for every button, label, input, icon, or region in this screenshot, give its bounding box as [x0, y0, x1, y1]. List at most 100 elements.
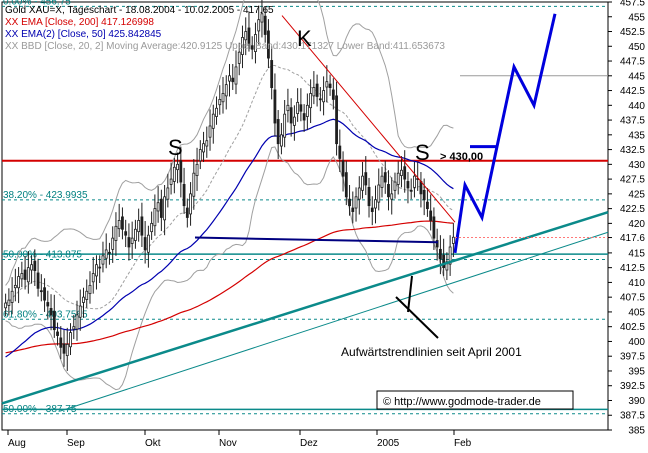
y-tick-label: 407.5: [620, 293, 645, 304]
candle-body: [331, 89, 335, 100]
candle-body: [82, 296, 85, 303]
x-tick-label: Okt: [145, 438, 161, 449]
candle-body: [218, 99, 222, 106]
candle-body: [88, 284, 92, 295]
downtrend-line: [281, 15, 456, 223]
x-tick-label: Sep: [67, 438, 85, 449]
candle-body: [257, 19, 261, 32]
candle-body: [117, 220, 121, 230]
candle-body: [121, 216, 124, 230]
candle-body: [179, 160, 183, 183]
candle-body: [338, 145, 342, 159]
candle-body: [10, 290, 14, 303]
ema200-legend: XX EMA [Close, 200] 417.126998: [5, 17, 154, 28]
candle-body: [39, 290, 43, 293]
candle-body: [85, 290, 89, 300]
candle-body: [176, 163, 179, 171]
candle-body: [43, 287, 46, 301]
y-tick-label: 420: [628, 219, 645, 230]
candle-body: [406, 181, 410, 189]
candle-body: [228, 75, 231, 82]
candle-body: [370, 207, 374, 212]
candle-body: [367, 186, 371, 207]
neckline: [194, 236, 439, 244]
y-axis: 385 387.5 390 392.5 395 397.5 400 402.5 405 407.5…: [608, 0, 645, 437]
candle-body: [215, 107, 218, 117]
ema200-line: [5, 220, 454, 354]
candle-body: [260, 13, 264, 23]
bollinger-upper: [5, 0, 454, 286]
candle-body: [348, 198, 351, 207]
candle-body: [263, 15, 267, 35]
candle-body: [283, 113, 287, 138]
candle-body: [189, 193, 192, 215]
candle-body: [56, 331, 59, 336]
candle-body: [163, 196, 167, 221]
fib-level-label: 0.00% - 456.75: [3, 0, 71, 7]
candle-body: [302, 113, 306, 121]
y-tick-label: 402.5: [620, 322, 645, 333]
candle-body: [13, 284, 17, 289]
candle-body: [267, 30, 270, 59]
y-tick-label: 415: [628, 248, 645, 259]
y-tick-label: 395: [628, 366, 645, 377]
y-tick-label: 435: [628, 130, 645, 141]
x-tick-label: Aug: [8, 438, 26, 449]
candle-body: [280, 134, 283, 147]
candle-body: [361, 175, 364, 191]
candle-body: [156, 202, 160, 212]
candle-body: [98, 266, 102, 269]
shoulder-right-label: S: [415, 140, 430, 165]
candle-body: [250, 45, 254, 50]
candle-body: [78, 305, 82, 318]
y-tick-label: 427.5: [620, 175, 645, 186]
candle-body: [403, 166, 407, 180]
x-axis: Aug Sep Okt Nov Dez 2005 Feb: [7, 430, 472, 449]
candle-body: [234, 66, 238, 85]
chart-title: Gold XAU=X, Tageschart - 18.08.2004 - 10…: [5, 5, 274, 16]
y-tick-label: 452.5: [620, 27, 645, 38]
price-scale: [609, 2, 647, 430]
candle-body: [7, 299, 11, 306]
x-tick-label: Nov: [219, 438, 237, 449]
candle-body: [419, 181, 423, 195]
candle-body: [4, 302, 8, 309]
fib-level-label: 50.00% - 413.875: [3, 250, 82, 261]
candle-body: [305, 104, 309, 117]
y-tick-label: 437.5: [620, 116, 645, 127]
shoulder-left-label: S: [168, 135, 183, 160]
candle-body: [140, 216, 144, 236]
trendline-pointer: [395, 275, 439, 339]
candle-body: [130, 237, 134, 244]
candle-body: [52, 310, 56, 331]
candle-body: [448, 246, 452, 265]
candle-body: [309, 93, 313, 109]
y-tick-label: 387.5: [620, 411, 645, 422]
x-tick-label: Dez: [300, 438, 318, 449]
candle-body: [185, 207, 189, 218]
candle-body: [312, 87, 316, 97]
candle-body: [247, 27, 251, 44]
candle-body: [335, 95, 338, 145]
y-tick-label: 412.5: [620, 263, 645, 274]
candle-body: [390, 193, 394, 200]
trendline-minor: [59, 231, 609, 412]
y-tick-label: 405: [628, 307, 645, 318]
candle-body: [292, 116, 296, 126]
candle-body: [299, 104, 303, 112]
candle-body: [101, 255, 105, 265]
candle-body: [442, 254, 446, 269]
candle-body: [202, 143, 205, 153]
candle-body: [296, 101, 300, 114]
candle-body: [380, 175, 384, 188]
candle-body: [111, 237, 115, 250]
fib-level-label: 61.80% - 403.7565: [3, 309, 88, 320]
candle-body: [322, 90, 325, 103]
trendline-major: [1, 210, 609, 405]
candle-body: [400, 169, 403, 176]
projection-path: [453, 13, 557, 254]
candle-body: [72, 326, 76, 330]
candle-body: [286, 104, 290, 112]
copyright-box: [376, 390, 574, 410]
